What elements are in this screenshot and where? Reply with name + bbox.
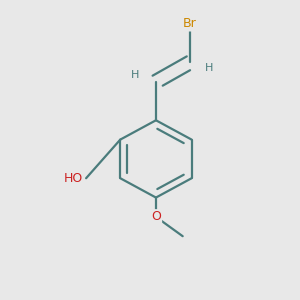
Text: H: H <box>131 70 140 80</box>
Text: Br: Br <box>183 16 197 30</box>
Text: HO: HO <box>64 172 83 185</box>
Text: H: H <box>205 63 213 73</box>
Text: O: O <box>151 210 161 224</box>
